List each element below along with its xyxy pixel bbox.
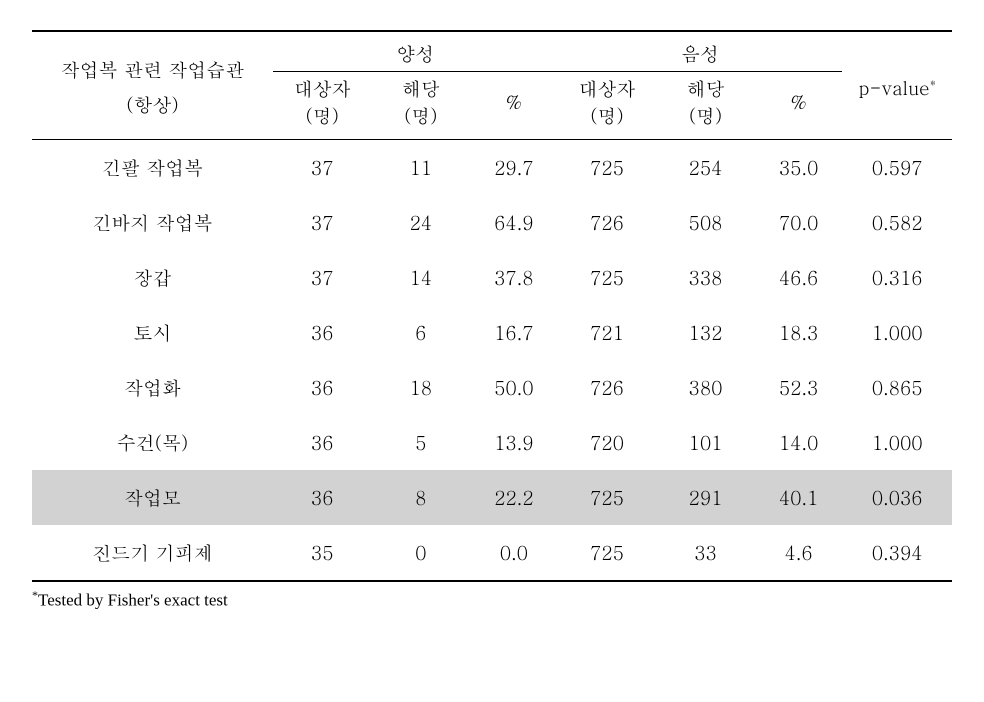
pos-n-cell: 36 xyxy=(273,305,372,360)
table-row: 긴팔 작업복371129.772525435.00.597 xyxy=(32,140,952,196)
pos-k-cell: 14 xyxy=(372,250,471,305)
row-label: 긴바지 작업복 xyxy=(32,195,273,250)
rowlabel-header: 작업복 관련 작업습관 (항상) xyxy=(32,31,273,140)
pos-n-cell: 37 xyxy=(273,195,372,250)
pvalue-cell: 0.036 xyxy=(842,470,952,525)
neg-pct-cell: 40.1 xyxy=(755,470,843,525)
neg-pct-cell: 70.0 xyxy=(755,195,843,250)
table-row: 장갑371437.872533846.60.316 xyxy=(32,250,952,305)
pvalue-cell: 0.394 xyxy=(842,525,952,581)
pos-k-cell: 5 xyxy=(372,415,471,470)
pos-pct-cell: 29.7 xyxy=(470,140,558,196)
pos-k-cell: 24 xyxy=(372,195,471,250)
group1-header: 양성 xyxy=(273,31,558,72)
pvalue-cell: 0.316 xyxy=(842,250,952,305)
pos-k-cell: 6 xyxy=(372,305,471,360)
neg-n-cell: 720 xyxy=(558,415,657,470)
neg-n-cell: 721 xyxy=(558,305,657,360)
neg-n-cell: 725 xyxy=(558,140,657,196)
neg-k-cell: 380 xyxy=(656,360,755,415)
pvalue-cell: 0.582 xyxy=(842,195,952,250)
neg-k-cell: 101 xyxy=(656,415,755,470)
table-body: 긴팔 작업복371129.772525435.00.597긴바지 작업복3724… xyxy=(32,140,952,582)
pos-pct-cell: 0.0 xyxy=(470,525,558,581)
pos-pct-header: % xyxy=(470,72,558,140)
pos-n-cell: 36 xyxy=(273,470,372,525)
neg-n-cell: 726 xyxy=(558,360,657,415)
group2-header: 음성 xyxy=(558,31,843,72)
table-row: 토시36616.772113218.31.000 xyxy=(32,305,952,360)
neg-k-cell: 33 xyxy=(656,525,755,581)
row-label: 작업화 xyxy=(32,360,273,415)
neg-pct-cell: 52.3 xyxy=(755,360,843,415)
neg-k-cell: 132 xyxy=(656,305,755,360)
rowlabel-header-line1: 작업복 관련 작업습관 xyxy=(61,56,245,83)
row-label: 수건(목) xyxy=(32,415,273,470)
neg-k-cell: 254 xyxy=(656,140,755,196)
pos-pct-cell: 16.7 xyxy=(470,305,558,360)
pos-pct-cell: 64.9 xyxy=(470,195,558,250)
row-label: 긴팔 작업복 xyxy=(32,140,273,196)
pos-k-cell: 11 xyxy=(372,140,471,196)
pos-n-cell: 36 xyxy=(273,415,372,470)
neg-n-header: 대상자(명) xyxy=(558,72,657,140)
neg-pct-cell: 35.0 xyxy=(755,140,843,196)
neg-k-cell: 508 xyxy=(656,195,755,250)
neg-k-cell: 338 xyxy=(656,250,755,305)
pos-n-header: 대상자(명) xyxy=(273,72,372,140)
neg-n-cell: 725 xyxy=(558,525,657,581)
neg-n-cell: 725 xyxy=(558,470,657,525)
pos-k-cell: 18 xyxy=(372,360,471,415)
neg-pct-header: % xyxy=(755,72,843,140)
pvalue-label: p-value xyxy=(859,74,930,101)
neg-pct-cell: 18.3 xyxy=(755,305,843,360)
pvalue-cell: 1.000 xyxy=(842,415,952,470)
row-label: 작업모 xyxy=(32,470,273,525)
row-label: 토시 xyxy=(32,305,273,360)
footnote-text: Tested by Fisher's exact test xyxy=(38,591,228,610)
neg-pct-cell: 4.6 xyxy=(755,525,843,581)
pos-n-cell: 37 xyxy=(273,140,372,196)
rowlabel-header-line2: (항상) xyxy=(126,91,178,118)
footnote: *Tested by Fisher's exact test xyxy=(32,588,952,611)
neg-pct-cell: 14.0 xyxy=(755,415,843,470)
table-row: 수건(목)36513.972010114.01.000 xyxy=(32,415,952,470)
neg-k-cell: 291 xyxy=(656,470,755,525)
stats-table: 작업복 관련 작업습관 (항상) 양성 음성 p-value* 대상자(명) 해… xyxy=(32,30,952,582)
neg-n-cell: 726 xyxy=(558,195,657,250)
pos-n-cell: 35 xyxy=(273,525,372,581)
table-header: 작업복 관련 작업습관 (항상) 양성 음성 p-value* 대상자(명) 해… xyxy=(32,31,952,140)
pvalue-cell: 0.865 xyxy=(842,360,952,415)
table-row: 진드기 기피제3500.0725334.60.394 xyxy=(32,525,952,581)
pos-pct-cell: 50.0 xyxy=(470,360,558,415)
pos-k-cell: 8 xyxy=(372,470,471,525)
pos-pct-cell: 22.2 xyxy=(470,470,558,525)
row-label: 장갑 xyxy=(32,250,273,305)
table-row: 작업화361850.072638052.30.865 xyxy=(32,360,952,415)
pos-n-cell: 37 xyxy=(273,250,372,305)
neg-n-cell: 725 xyxy=(558,250,657,305)
pvalue-cell: 1.000 xyxy=(842,305,952,360)
pos-pct-cell: 13.9 xyxy=(470,415,558,470)
table-row: 작업모36822.272529140.10.036 xyxy=(32,470,952,525)
pos-n-cell: 36 xyxy=(273,360,372,415)
row-label: 진드기 기피제 xyxy=(32,525,273,581)
neg-k-header: 해당(명) xyxy=(656,72,755,140)
neg-pct-cell: 46.6 xyxy=(755,250,843,305)
pos-k-header: 해당(명) xyxy=(372,72,471,140)
pvalue-cell: 0.597 xyxy=(842,140,952,196)
pos-pct-cell: 37.8 xyxy=(470,250,558,305)
pvalue-header: p-value* xyxy=(842,31,952,140)
pos-k-cell: 0 xyxy=(372,525,471,581)
table-row: 긴바지 작업복372464.972650870.00.582 xyxy=(32,195,952,250)
pvalue-sup: * xyxy=(930,75,936,92)
